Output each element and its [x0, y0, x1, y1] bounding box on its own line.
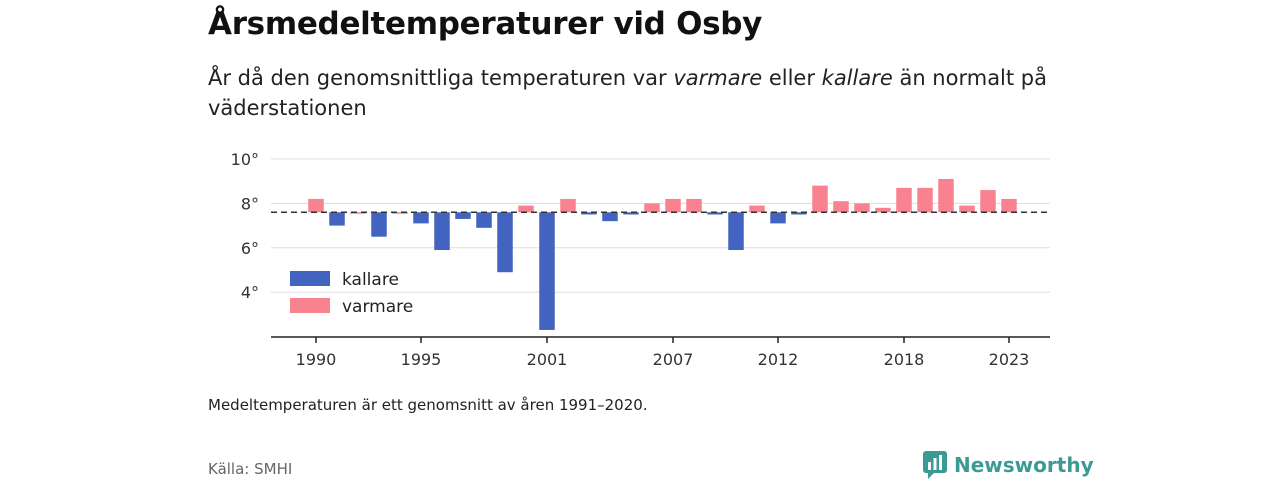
bar-2020: [938, 178, 954, 213]
bar-1999: [497, 212, 513, 273]
bar-1991: [329, 212, 345, 226]
bar-2017: [875, 207, 891, 213]
bar-1996: [434, 212, 450, 251]
bar-2001: [539, 212, 555, 330]
chart-title: Årsmedeltemperaturer vid Osby: [208, 6, 763, 42]
bar-1992: [350, 212, 366, 214]
y-tick-label-8: 8°: [241, 194, 259, 213]
bar-chart: 4° 6° 8° 10° 1990 1995 2001 2007 2012 2018 2023 kal…: [231, 150, 1050, 369]
bar-2011: [749, 205, 765, 213]
x-tick-label-2007: 2007: [653, 350, 694, 369]
bar-1994: [392, 212, 408, 214]
bar-2003: [581, 212, 597, 215]
bar-2002: [560, 198, 576, 213]
bar-1997: [455, 212, 471, 219]
bar-2005: [623, 212, 639, 215]
brand-name: Newsworthy: [954, 453, 1094, 477]
legend-label-warm: varmare: [342, 297, 413, 317]
subtitle-cold: kallare: [821, 66, 893, 90]
x-tick-label-2012: 2012: [758, 350, 799, 369]
subtitle-part1: År då den genomsnittliga temperaturen va…: [208, 66, 674, 90]
x-tick-label-1995: 1995: [401, 350, 442, 369]
chart-note: Medeltemperaturen är ett genomsnitt av å…: [208, 396, 648, 414]
newsworthy-logo-icon: [923, 451, 947, 479]
subtitle-warm: varmare: [673, 66, 763, 90]
x-tick-label-2023: 2023: [989, 350, 1030, 369]
bar-2007: [665, 198, 681, 213]
x-tick-label-2001: 2001: [527, 350, 568, 369]
bar-2010: [728, 212, 744, 251]
bar-2014: [812, 185, 828, 213]
subtitle-part3: än normalt på väderstationen: [208, 66, 1047, 120]
bar-1993: [371, 212, 387, 237]
bar-2018: [896, 187, 912, 213]
y-tick-label-4: 4°: [241, 283, 259, 302]
bar-1998: [476, 212, 492, 228]
x-tick-label-1990: 1990: [296, 350, 337, 369]
bar-2008: [686, 198, 702, 213]
bar-2000: [518, 205, 534, 213]
legend-swatch-cold: [290, 271, 330, 286]
bar-1995: [413, 212, 429, 224]
bar-2009: [707, 212, 723, 215]
bar-2021: [959, 205, 975, 213]
chart-source: Källa: SMHI: [208, 460, 293, 478]
y-tick-label-10: 10°: [231, 150, 259, 169]
chart-subtitle: År då den genomsnittliga temperaturen va…: [208, 63, 1068, 123]
bar-2015: [833, 201, 849, 213]
bar-2019: [917, 187, 933, 213]
x-tick-label-2018: 2018: [884, 350, 925, 369]
subtitle-part2: eller: [762, 66, 822, 90]
bar-2016: [854, 203, 870, 213]
y-tick-label-6: 6°: [241, 239, 259, 258]
legend-label-cold: kallare: [342, 270, 399, 290]
bar-2023: [1001, 198, 1017, 213]
bar-2013: [791, 212, 807, 215]
legend-swatch-warm: [290, 298, 330, 313]
bar-1990: [308, 198, 324, 213]
bar-2022: [980, 190, 996, 213]
chart-figure: Årsmedeltemperaturer vid Osby År då den …: [208, 0, 1078, 480]
bar-2006: [644, 203, 660, 213]
brand-logo[interactable]: Newsworthy: [922, 450, 1094, 480]
bar-2004: [602, 212, 618, 222]
bar-2012: [770, 212, 786, 224]
